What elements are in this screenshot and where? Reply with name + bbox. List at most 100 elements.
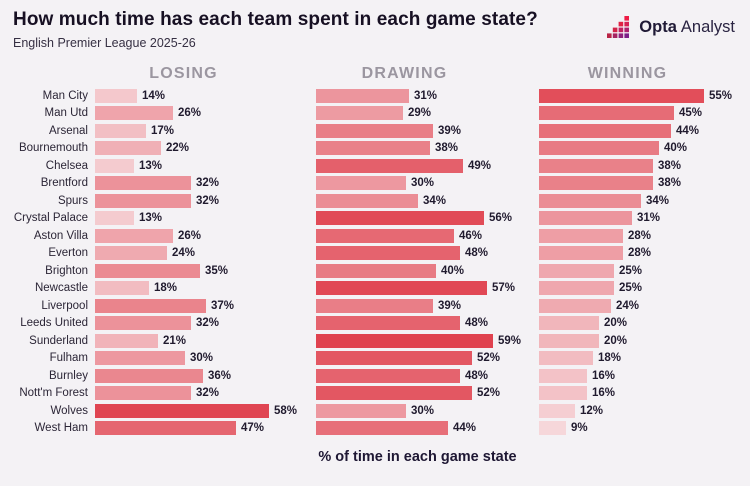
table-row: West Ham 47% 44% 9%: [0, 420, 750, 438]
bar-track-drawing: 39%: [316, 123, 539, 138]
bar-winning: [539, 281, 614, 296]
bar-drawing: [316, 176, 406, 191]
team-label: Sunderland: [29, 334, 88, 347]
bar-winning: [539, 368, 587, 383]
bar-value-label: 16%: [592, 369, 616, 382]
bar-value-label: 30%: [411, 177, 435, 190]
table-row: Man Utd 26% 29% 45%: [0, 105, 750, 123]
bar-value-label: 22%: [166, 142, 190, 155]
bar-value-label: 26%: [178, 229, 202, 242]
team-label: Chelsea: [45, 159, 88, 172]
bar-value-label: 30%: [190, 352, 214, 365]
bar-track-losing: 47%: [95, 421, 316, 436]
bar-value-label: 38%: [658, 159, 682, 172]
bar-winning: [539, 263, 614, 278]
team-label: Crystal Palace: [13, 212, 88, 225]
bar-value-label: 21%: [163, 334, 187, 347]
bar-value-label: 20%: [604, 317, 628, 330]
bar-value-label: 40%: [664, 142, 688, 155]
bar-value-label: 52%: [477, 387, 501, 400]
bar-winning: [539, 386, 587, 401]
page-subtitle: English Premier League 2025-26: [13, 36, 196, 50]
page-title: How much time has each team spent in eac…: [13, 9, 538, 30]
bar-track-losing: 30%: [95, 351, 316, 366]
bar-winning: [539, 193, 641, 208]
bar-track-winning: 9%: [539, 421, 750, 436]
chart-rows: Man City 14% 31% 55% Man Utd 26% 29% 45% Arsenal…: [0, 87, 750, 437]
team-label: Nott'm Forest: [19, 387, 88, 400]
bar-losing: [95, 123, 146, 138]
bar-winning: [539, 246, 623, 261]
bar-track-losing: 13%: [95, 158, 316, 173]
bar-value-label: 38%: [435, 142, 459, 155]
bar-value-label: 18%: [598, 352, 622, 365]
bar-drawing: [316, 123, 433, 138]
bar-winning: [539, 141, 659, 156]
table-row: Brighton 35% 40% 25%: [0, 262, 750, 280]
table-row: Man City 14% 31% 55%: [0, 87, 750, 105]
brand-name-analyst: Analyst: [680, 18, 735, 36]
bar-value-label: 34%: [423, 194, 447, 207]
column-header-drawing: DRAWING: [361, 64, 448, 82]
bar-losing: [95, 333, 158, 348]
bar-drawing: [316, 403, 406, 418]
bar-drawing: [316, 351, 472, 366]
bar-losing: [95, 141, 161, 156]
bar-value-label: 48%: [465, 247, 489, 260]
table-row: Everton 24% 48% 28%: [0, 245, 750, 263]
bar-drawing: [316, 368, 460, 383]
bar-value-label: 46%: [459, 229, 483, 242]
bar-track-winning: 25%: [539, 263, 750, 278]
bar-track-winning: 31%: [539, 211, 750, 226]
bar-drawing: [316, 316, 460, 331]
bar-track-winning: 38%: [539, 176, 750, 191]
bar-value-label: 32%: [196, 317, 220, 330]
bar-losing: [95, 421, 236, 436]
bar-track-losing: 32%: [95, 386, 316, 401]
bar-value-label: 39%: [438, 124, 462, 137]
bar-value-label: 12%: [580, 404, 604, 417]
bar-track-drawing: 29%: [316, 106, 539, 121]
team-label: Spurs: [57, 194, 88, 207]
bar-losing: [95, 176, 191, 191]
bar-track-drawing: 49%: [316, 158, 539, 173]
bar-track-drawing: 46%: [316, 228, 539, 243]
bar-winning: [539, 333, 599, 348]
bar-track-losing: 14%: [95, 88, 316, 103]
table-row: Arsenal 17% 39% 44%: [0, 122, 750, 140]
bar-value-label: 13%: [139, 212, 163, 225]
bar-value-label: 24%: [616, 299, 640, 312]
bar-track-drawing: 30%: [316, 176, 539, 191]
team-label: Man Utd: [44, 107, 88, 120]
bar-value-label: 40%: [441, 264, 465, 277]
bar-track-winning: 45%: [539, 106, 750, 121]
bar-track-winning: 44%: [539, 123, 750, 138]
bar-value-label: 25%: [619, 282, 643, 295]
bar-track-drawing: 48%: [316, 246, 539, 261]
team-label: Everton: [48, 247, 88, 260]
bar-value-label: 57%: [492, 282, 516, 295]
bar-value-label: 16%: [592, 387, 616, 400]
bar-value-label: 30%: [411, 404, 435, 417]
bar-losing: [95, 386, 191, 401]
bar-value-label: 48%: [465, 317, 489, 330]
bar-track-losing: 22%: [95, 141, 316, 156]
bar-winning: [539, 123, 671, 138]
bar-track-drawing: 30%: [316, 403, 539, 418]
table-row: Aston Villa 26% 46% 28%: [0, 227, 750, 245]
bar-track-losing: 26%: [95, 106, 316, 121]
table-row: Fulham 30% 52% 18%: [0, 350, 750, 368]
bar-track-winning: 24%: [539, 298, 750, 313]
bar-value-label: 28%: [628, 229, 652, 242]
table-row: Bournemouth 22% 38% 40%: [0, 140, 750, 158]
bar-value-label: 18%: [154, 282, 178, 295]
column-header-losing: LOSING: [149, 64, 218, 82]
bar-losing: [95, 88, 137, 103]
bar-value-label: 20%: [604, 334, 628, 347]
team-label: Newcastle: [34, 282, 88, 295]
bar-track-winning: 18%: [539, 351, 750, 366]
table-row: Leeds United 32% 48% 20%: [0, 315, 750, 333]
bar-track-winning: 25%: [539, 281, 750, 296]
bar-winning: [539, 106, 674, 121]
bar-track-losing: 32%: [95, 193, 316, 208]
